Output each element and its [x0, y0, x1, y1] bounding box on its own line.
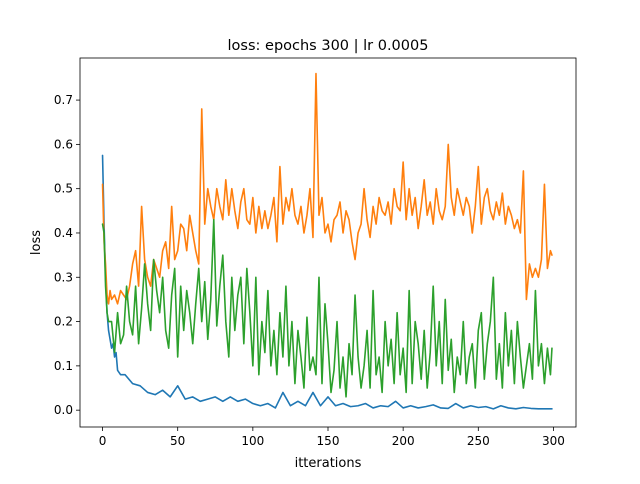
x-tick-label: 200 — [392, 434, 415, 448]
series-line-2 — [101, 72, 553, 305]
series-line-3 — [101, 218, 553, 398]
y-tick-label: 0.0 — [54, 403, 73, 417]
y-axis-label: loss — [29, 230, 44, 255]
y-tick-label: 0.3 — [54, 270, 73, 284]
x-tick-label: 300 — [542, 434, 565, 448]
series-line-1 — [101, 154, 553, 410]
chart-title: loss: epochs 300 | lr 0.0005 — [228, 38, 429, 54]
series-layer — [101, 72, 553, 410]
x-axis-ticks: 0 50 100 150 200 250 300 — [99, 427, 565, 448]
x-tick-label: 100 — [241, 434, 264, 448]
y-tick-label: 0.7 — [54, 93, 73, 107]
y-tick-label: 0.5 — [54, 182, 73, 196]
y-tick-label: 0.4 — [54, 226, 73, 240]
y-tick-label: 0.6 — [54, 137, 73, 151]
x-tick-label: 50 — [170, 434, 185, 448]
y-axis-ticks: 0.0 0.1 0.2 0.3 0.4 0.5 0.6 0.7 — [54, 93, 80, 417]
y-tick-label: 0.1 — [54, 359, 73, 373]
x-tick-label: 150 — [317, 434, 340, 448]
x-axis-label: itterations — [295, 456, 362, 471]
plot-background — [80, 58, 576, 427]
y-tick-label: 0.2 — [54, 315, 73, 329]
x-tick-label: 250 — [467, 434, 490, 448]
x-tick-label: 0 — [99, 434, 107, 448]
